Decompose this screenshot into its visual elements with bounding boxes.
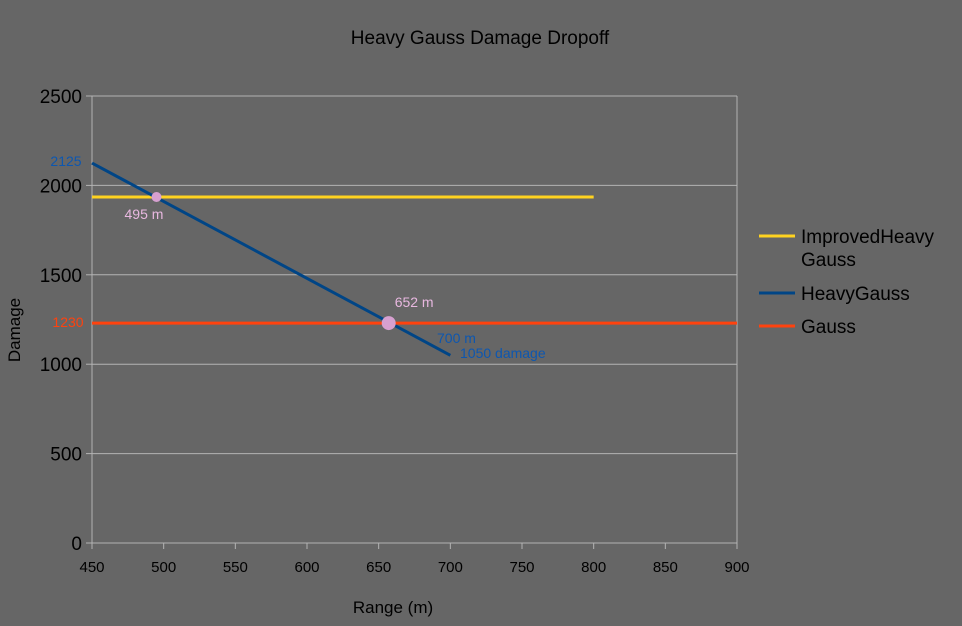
x-tick-label-500: 500 xyxy=(151,559,176,576)
y-tick-label-2500: 2500 xyxy=(40,87,82,108)
intersection-label-1: 495 m xyxy=(125,206,164,222)
y-tick-label-1000: 1000 xyxy=(40,355,82,376)
y-axis-title: Damage xyxy=(5,298,24,362)
x-tick-label-800: 800 xyxy=(581,559,606,576)
y-tick-label-2000: 2000 xyxy=(40,176,82,197)
annotation-gauss-value: 1230 xyxy=(52,314,83,330)
intersection-marker-1 xyxy=(151,192,162,203)
chart-title: Heavy Gauss Damage Dropoff xyxy=(351,28,610,49)
x-tick-label-650: 650 xyxy=(366,559,391,576)
annotation-end-damage: 1050 damage xyxy=(460,345,546,361)
y-tick-label-500: 500 xyxy=(50,445,82,466)
legend-label-improved-heavy-gauss-line2: Gauss xyxy=(801,250,856,271)
x-tick-label-450: 450 xyxy=(79,559,104,576)
y-tick-label-0: 0 xyxy=(71,534,82,555)
x-tick-label-700: 700 xyxy=(438,559,463,576)
legend-label-heavy-gauss: HeavyGauss xyxy=(801,284,910,305)
x-tick-labels: 450 500 550 600 650 700 750 800 850 900 xyxy=(79,559,749,576)
x-axis-title: Range (m) xyxy=(353,598,433,617)
y-tick-labels: 0 500 1000 1500 2000 2500 xyxy=(40,87,82,555)
x-tick-label-900: 900 xyxy=(724,559,749,576)
legend-label-improved-heavy: ImprovedHeavy xyxy=(801,227,935,248)
legend-label-gauss: Gauss xyxy=(801,317,856,338)
annotation-start-damage: 2125 xyxy=(50,153,81,169)
intersection-marker-2 xyxy=(381,316,396,331)
grid-lines xyxy=(86,95,738,549)
intersection-label-2: 652 m xyxy=(395,294,434,310)
y-tick-label-1500: 1500 xyxy=(40,266,82,287)
x-tick-label-850: 850 xyxy=(653,559,678,576)
x-tick-label-750: 750 xyxy=(509,559,534,576)
x-tick-label-600: 600 xyxy=(294,559,319,576)
annotation-end-range: 700 m xyxy=(437,330,476,346)
x-tick-label-550: 550 xyxy=(223,559,248,576)
legend: ImprovedHeavy Gauss HeavyGauss Gauss xyxy=(759,227,935,338)
intersection-markers: 495 m 652 m xyxy=(125,192,434,331)
